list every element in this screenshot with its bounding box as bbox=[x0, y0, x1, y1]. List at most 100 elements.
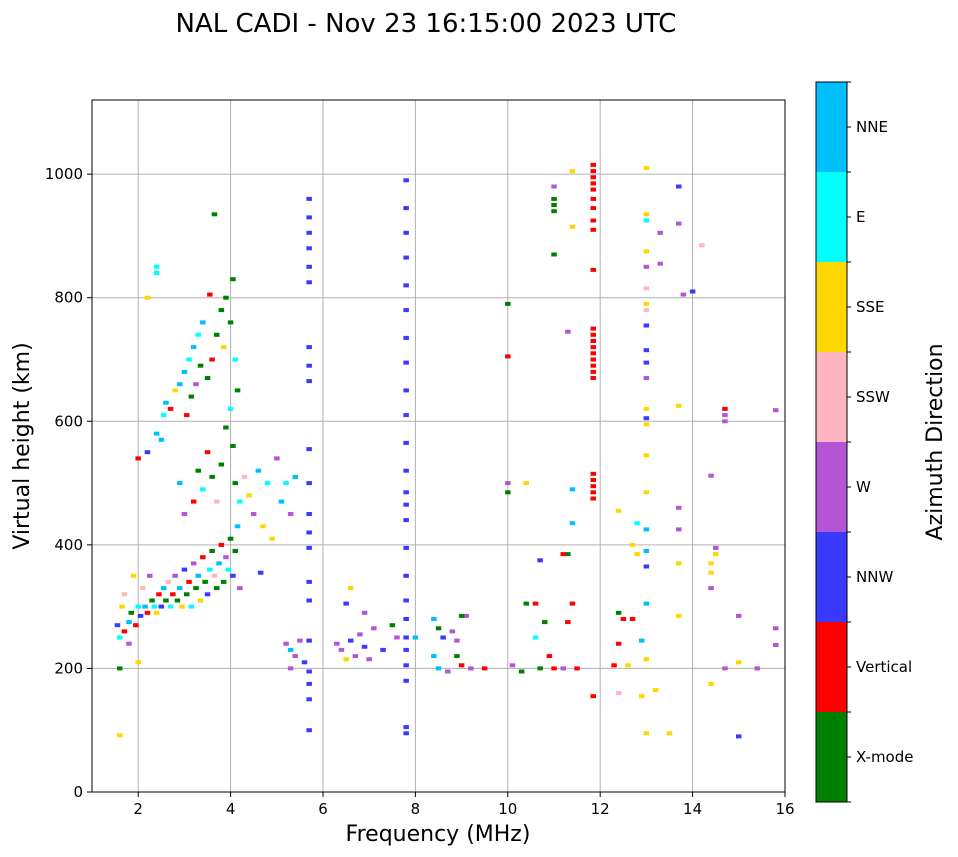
echo-point bbox=[643, 731, 650, 736]
echo-point bbox=[403, 731, 409, 736]
y-tick-label: 1000 bbox=[45, 165, 83, 183]
echo-point bbox=[590, 376, 596, 380]
echo-point bbox=[184, 413, 190, 418]
echo-point bbox=[537, 558, 543, 563]
echo-point bbox=[135, 660, 141, 665]
echo-point bbox=[643, 286, 650, 291]
echo-point bbox=[211, 212, 218, 217]
echo-point bbox=[172, 388, 178, 393]
echo-point bbox=[147, 573, 153, 578]
echo-point bbox=[542, 620, 548, 625]
echo-point bbox=[197, 363, 204, 368]
echo-point bbox=[458, 613, 465, 618]
echo-point bbox=[334, 641, 340, 646]
echo-point bbox=[643, 348, 650, 353]
echo-point bbox=[380, 647, 386, 652]
echo-point bbox=[629, 617, 636, 621]
y-tick-label: 200 bbox=[54, 659, 83, 677]
echo-point bbox=[153, 264, 160, 269]
y-tick-label: 0 bbox=[73, 783, 83, 801]
echo-point bbox=[190, 499, 197, 504]
echo-point bbox=[590, 326, 596, 331]
echo-point bbox=[218, 462, 225, 467]
echo-point bbox=[574, 666, 580, 671]
echo-point bbox=[306, 230, 312, 235]
echo-point bbox=[343, 601, 349, 606]
echo-point bbox=[629, 542, 636, 547]
echo-point bbox=[590, 181, 596, 186]
echo-point bbox=[736, 613, 742, 618]
echo-point bbox=[643, 249, 650, 254]
colorbar-tick-label: E bbox=[856, 208, 865, 226]
echo-point bbox=[371, 626, 377, 631]
echo-point bbox=[204, 450, 211, 455]
echo-point bbox=[135, 604, 141, 609]
echo-point bbox=[237, 499, 243, 504]
echo-point bbox=[590, 332, 596, 337]
echo-point bbox=[643, 416, 650, 421]
echo-point bbox=[505, 301, 511, 306]
echo-point bbox=[505, 481, 511, 486]
echo-point bbox=[179, 604, 185, 609]
echo-point bbox=[722, 406, 728, 411]
echo-point bbox=[144, 295, 151, 300]
echo-point bbox=[722, 413, 728, 418]
colorbar-tick-label: SSE bbox=[856, 298, 885, 316]
echo-point bbox=[590, 227, 596, 232]
echo-point bbox=[283, 481, 289, 486]
colorbar-label: Azimuth Direction bbox=[923, 343, 948, 540]
echo-point bbox=[590, 351, 596, 356]
echo-point bbox=[532, 601, 539, 606]
echo-point bbox=[394, 635, 400, 640]
echo-point bbox=[306, 280, 312, 285]
echo-point bbox=[676, 505, 682, 510]
echo-point bbox=[657, 261, 663, 266]
echo-point bbox=[348, 586, 354, 591]
echo-point bbox=[151, 604, 158, 609]
echo-point bbox=[569, 487, 576, 492]
echo-point bbox=[403, 635, 409, 640]
echo-point bbox=[676, 184, 682, 189]
colorbar-segment-ssw bbox=[816, 352, 847, 442]
echo-point bbox=[643, 601, 650, 606]
echo-point bbox=[246, 493, 252, 498]
echo-point bbox=[403, 573, 409, 578]
echo-point bbox=[177, 382, 183, 387]
echo-point bbox=[509, 663, 516, 668]
echo-point bbox=[615, 691, 622, 696]
echo-point bbox=[435, 626, 442, 631]
echo-point bbox=[463, 613, 469, 618]
echo-point bbox=[306, 196, 312, 201]
echo-point bbox=[274, 456, 280, 461]
echo-point bbox=[590, 175, 596, 180]
echo-point bbox=[301, 660, 308, 665]
x-tick-label: 16 bbox=[775, 800, 794, 818]
echo-point bbox=[156, 592, 162, 597]
echo-point bbox=[403, 335, 409, 340]
echo-point bbox=[643, 490, 650, 495]
echo-point bbox=[306, 638, 312, 643]
colorbar-tick-label: W bbox=[856, 478, 871, 496]
echo-point bbox=[193, 382, 199, 387]
echo-point bbox=[590, 369, 596, 374]
echo-point bbox=[190, 345, 197, 350]
echo-point bbox=[338, 647, 345, 652]
echo-point bbox=[736, 660, 742, 665]
echo-point bbox=[223, 555, 229, 560]
echo-point bbox=[551, 666, 557, 671]
y-axis-ticks: 0 200 400 600 800 1000 bbox=[45, 165, 92, 801]
echo-point bbox=[269, 536, 275, 541]
echo-point bbox=[445, 669, 451, 674]
axes-background bbox=[92, 100, 785, 792]
echo-point bbox=[306, 363, 312, 368]
echo-point bbox=[523, 481, 529, 486]
echo-point bbox=[128, 610, 134, 615]
x-tick-label: 14 bbox=[683, 800, 702, 818]
echo-point bbox=[126, 620, 132, 625]
echo-point bbox=[713, 552, 719, 557]
echo-point bbox=[634, 521, 640, 526]
y-tick-label: 600 bbox=[54, 412, 83, 430]
echo-point bbox=[343, 657, 349, 662]
echo-point bbox=[214, 499, 220, 504]
echo-point bbox=[722, 419, 728, 424]
